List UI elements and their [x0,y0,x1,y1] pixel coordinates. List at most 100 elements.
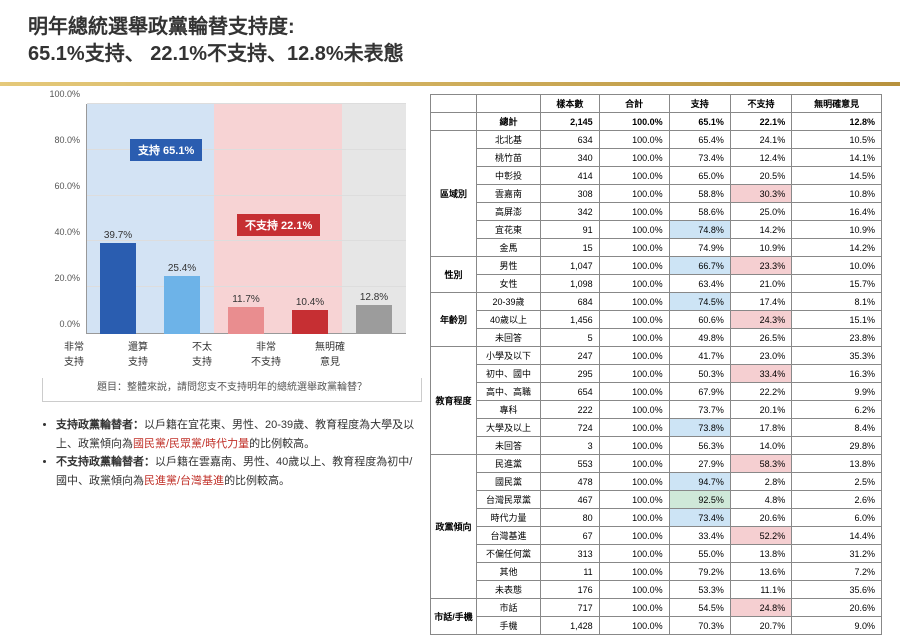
table-cell: 100.0% [599,455,669,473]
table-cell: 不偏任何黨 [477,545,541,563]
table-cell: 100.0% [599,599,669,617]
table-cell: 2.6% [792,491,882,509]
table-cell: 2.8% [730,473,791,491]
table-cell: 台灣基進 [477,527,541,545]
table-cell: 男性 [477,257,541,275]
table-row: 性別男性1,047100.0%66.7%23.3%10.0% [431,257,882,275]
table-cell: 100.0% [599,527,669,545]
y-tick: 60.0% [54,181,80,191]
table-cell: 56.3% [669,437,730,455]
table-cell: 100.0% [599,221,669,239]
table-cell: 15.7% [792,275,882,293]
table-cell: 10.0% [792,257,882,275]
table-header: 支持 [669,95,730,113]
table-cell: 308 [541,185,600,203]
table-cell: 12.8% [792,113,882,131]
table-row: 台灣基進67100.0%33.4%52.2%14.4% [431,527,882,545]
table-cell: 73.7% [669,401,730,419]
table-cell: 100.0% [599,617,669,635]
table-cell: 初中、國中 [477,365,541,383]
table-cell: 40歲以上 [477,311,541,329]
table-cell: 724 [541,419,600,437]
bar: 10.4% [292,310,328,334]
table-cell: 台灣民眾黨 [477,491,541,509]
table-category: 市話/手機 [431,599,477,635]
chart-callout: 不支持 22.1% [237,214,320,236]
bar-label: 非常不支持 [237,338,295,368]
table-cell: 1,098 [541,275,600,293]
table-cell: 25.0% [730,203,791,221]
table-cell: 414 [541,167,600,185]
table-row: 未回答3100.0%56.3%14.0%29.8% [431,437,882,455]
table-cell: 26.5% [730,329,791,347]
table-cell: 478 [541,473,600,491]
table-cell: 100.0% [599,347,669,365]
table-cell: 100.0% [599,365,669,383]
title-line-2: 65.1%支持、 22.1%不支持、12.8%未表態 [28,41,900,68]
table-cell: 高中、高職 [477,383,541,401]
table-cell: 金馬 [477,239,541,257]
table-cell: 雲嘉南 [477,185,541,203]
table-cell: 17.4% [730,293,791,311]
table-cell: 100.0% [599,149,669,167]
table-cell: 58.8% [669,185,730,203]
table-category: 政黨傾向 [431,455,477,599]
table-cell: 20.7% [730,617,791,635]
table-cell: 10.5% [792,131,882,149]
table-cell: 20.6% [730,509,791,527]
table-cell: 340 [541,149,600,167]
table-row: 中彰投414100.0%65.0%20.5%14.5% [431,167,882,185]
table-cell: 654 [541,383,600,401]
table-header: 無明確意見 [792,95,882,113]
table-cell: 717 [541,599,600,617]
table-row: 手機1,428100.0%70.3%20.7%9.0% [431,617,882,635]
table-cell: 100.0% [599,545,669,563]
table-row: 40歲以上1,456100.0%60.6%24.3%15.1% [431,311,882,329]
table-cell: 21.0% [730,275,791,293]
table-cell: 295 [541,365,600,383]
table-cell: 60.6% [669,311,730,329]
table-row: 雲嘉南308100.0%58.8%30.3%10.8% [431,185,882,203]
table-cell: 14.2% [792,239,882,257]
table-cell: 1,047 [541,257,600,275]
table-cell: 91 [541,221,600,239]
note-2: 不支持政黨輪替者：以戶籍在雲嘉南、男性、40歲以上、教育程度為初中/國中、政黨傾… [56,453,422,490]
chart-callout: 支持 65.1% [130,139,202,161]
y-tick: 20.0% [54,273,80,283]
table-cell: 23.8% [792,329,882,347]
table-cell: 49.8% [669,329,730,347]
table-row: 國民黨478100.0%94.7%2.8%2.5% [431,473,882,491]
table-cell: 6.2% [792,401,882,419]
table-cell: 2.5% [792,473,882,491]
table-header: 合計 [599,95,669,113]
table-cell: 67 [541,527,600,545]
table-cell: 73.8% [669,419,730,437]
table-cell: 100.0% [599,491,669,509]
table-cell: 10.9% [792,221,882,239]
table-cell: 73.4% [669,509,730,527]
table-cell: 11.1% [730,581,791,599]
table-cell: 總計 [477,113,541,131]
table-category [431,113,477,131]
y-tick: 80.0% [54,135,80,145]
table-cell: 3 [541,437,600,455]
bar-label: 非常支持 [45,338,103,368]
table-row: 市話/手機市話717100.0%54.5%24.8%20.6% [431,599,882,617]
table-cell: 8.1% [792,293,882,311]
table-cell: 100.0% [599,131,669,149]
y-axis: 0.0%20.0%40.0%60.0%80.0%100.0% [42,104,82,334]
table-cell: 684 [541,293,600,311]
table-cell: 12.4% [730,149,791,167]
table-cell: 13.8% [792,455,882,473]
table-cell: 未回答 [477,329,541,347]
table-cell: 2,145 [541,113,600,131]
table-row: 台灣民眾黨467100.0%92.5%4.8%2.6% [431,491,882,509]
table-row: 教育程度小學及以下247100.0%41.7%23.0%35.3% [431,347,882,365]
table-cell: 94.7% [669,473,730,491]
table-row: 時代力量80100.0%73.4%20.6%6.0% [431,509,882,527]
bar: 39.7% [100,243,136,334]
table-cell: 100.0% [599,437,669,455]
table-cell: 100.0% [599,167,669,185]
table-row: 不偏任何黨313100.0%55.0%13.8%31.2% [431,545,882,563]
table-cell: 北北基 [477,131,541,149]
